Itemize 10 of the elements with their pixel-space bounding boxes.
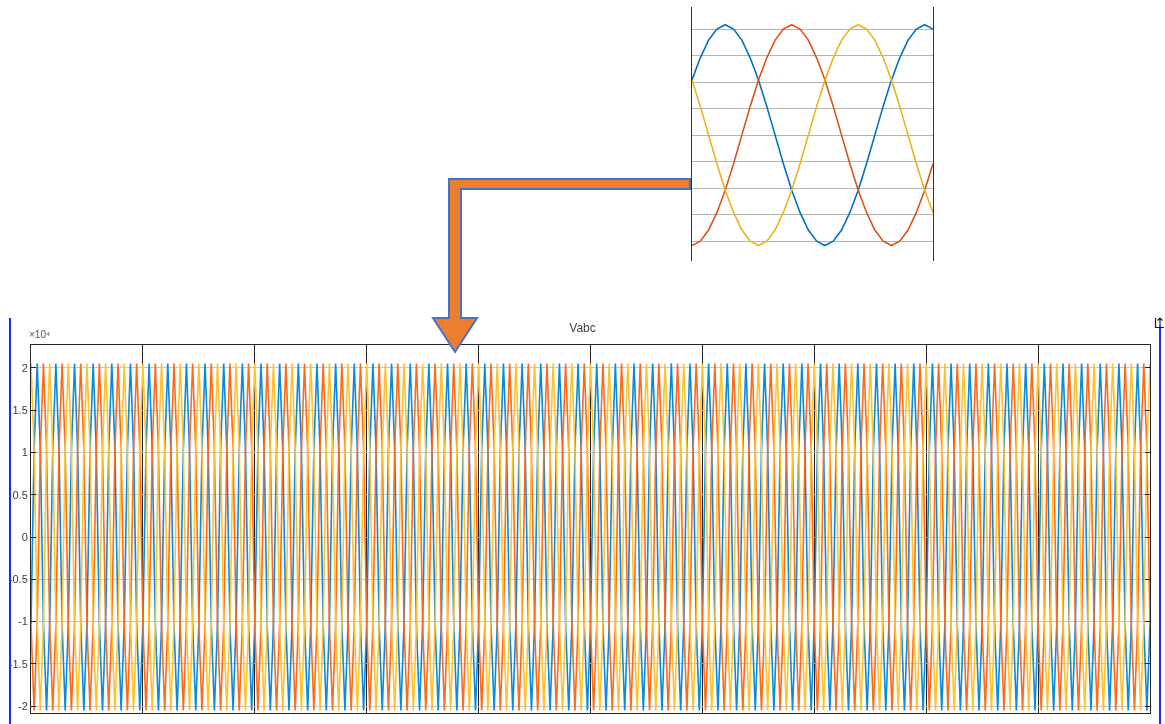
y-tick-label: 1.5 xyxy=(12,403,28,416)
text: ×10⁴ xyxy=(29,329,51,340)
y-tick-label: 1 xyxy=(21,446,28,459)
y-tick-label: -2 xyxy=(18,700,28,713)
y-tick-label: 0 xyxy=(21,530,28,543)
line-series xyxy=(31,362,1150,712)
y-tick-label: 0.5 xyxy=(12,488,28,501)
chart-title: Vabc xyxy=(569,321,596,336)
y-tick-label: 2 xyxy=(21,361,28,374)
y-tick-label: -1 xyxy=(18,615,28,628)
